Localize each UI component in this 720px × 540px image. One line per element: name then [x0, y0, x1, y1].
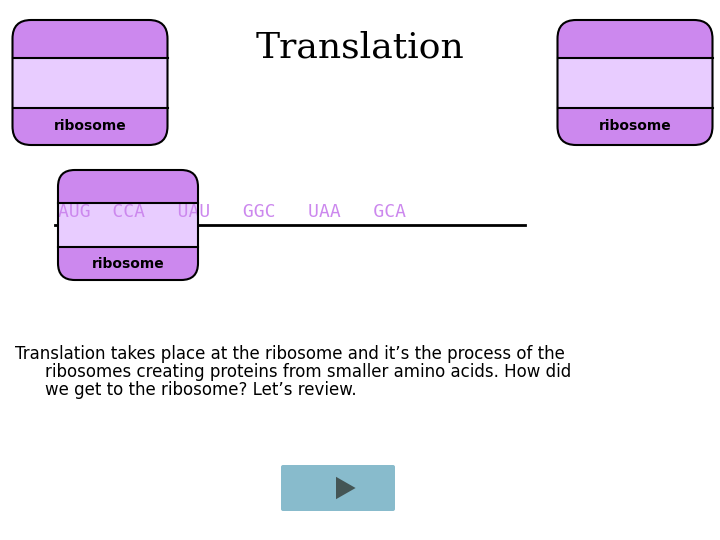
- Text: ribosome: ribosome: [91, 256, 164, 271]
- FancyBboxPatch shape: [58, 247, 198, 280]
- Bar: [58, 247, 198, 264]
- Bar: [557, 57, 713, 107]
- Text: Translation: Translation: [256, 30, 464, 64]
- Text: ribosome: ribosome: [598, 119, 671, 133]
- FancyBboxPatch shape: [12, 107, 168, 145]
- Bar: [12, 107, 168, 126]
- Bar: [557, 39, 713, 57]
- Bar: [12, 39, 168, 57]
- FancyBboxPatch shape: [557, 20, 713, 57]
- FancyBboxPatch shape: [58, 170, 198, 203]
- Polygon shape: [336, 477, 356, 499]
- Bar: [12, 57, 168, 107]
- Text: ribosome: ribosome: [53, 119, 127, 133]
- Text: Translation takes place at the ribosome and it’s the process of the: Translation takes place at the ribosome …: [15, 345, 565, 363]
- FancyBboxPatch shape: [557, 107, 713, 145]
- Text: ribosomes creating proteins from smaller amino acids. How did: ribosomes creating proteins from smaller…: [45, 363, 571, 381]
- Bar: [58, 203, 198, 247]
- FancyBboxPatch shape: [281, 465, 395, 511]
- Bar: [557, 107, 713, 126]
- FancyBboxPatch shape: [12, 20, 168, 57]
- Bar: [58, 186, 198, 203]
- Text: AUG  CCA   UAU   GGC   UAA   GCA: AUG CCA UAU GGC UAA GCA: [58, 203, 406, 221]
- Text: we get to the ribosome? Let’s review.: we get to the ribosome? Let’s review.: [45, 381, 356, 399]
